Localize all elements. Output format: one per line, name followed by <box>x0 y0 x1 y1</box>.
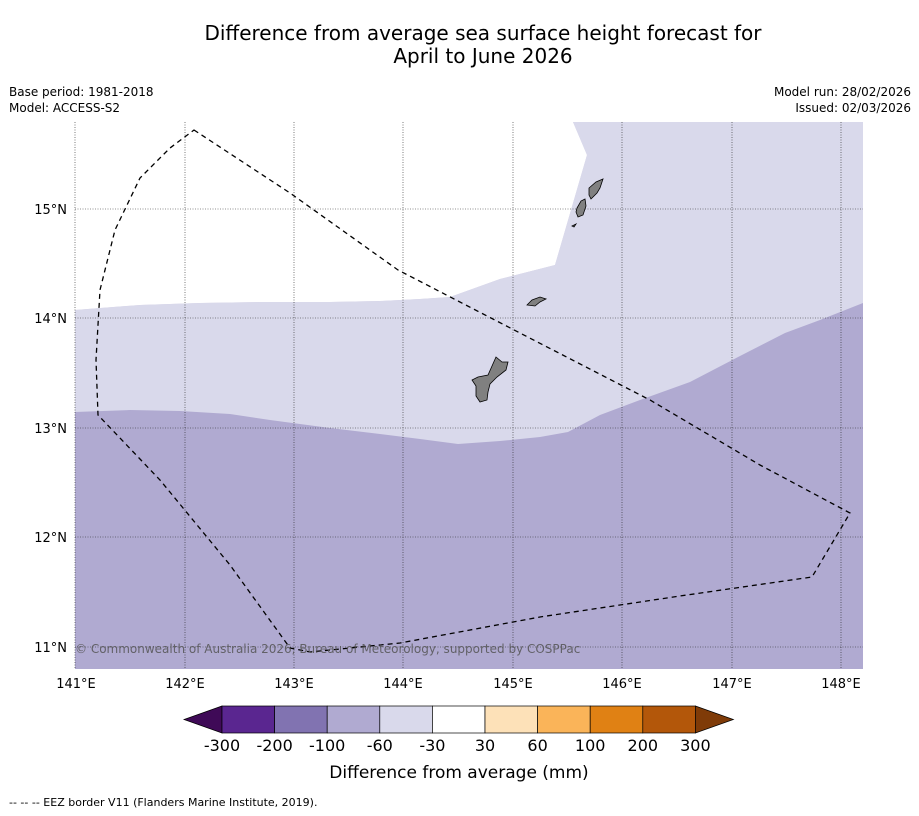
model-run: Model run: 28/02/2026 <box>773 85 911 99</box>
land-masses <box>471 178 604 403</box>
colorbar-cell <box>589 705 644 734</box>
colorbar-tick-label: -300 <box>204 736 240 755</box>
x-tick-label: 143°E <box>274 677 314 692</box>
x-tick-label: 148°E <box>821 677 861 692</box>
y-tick-label: 12°N <box>34 531 67 546</box>
colorbar-cell <box>484 705 538 734</box>
copyright-notice: © Commonwealth of Australia 2026, Bureau… <box>75 642 580 656</box>
issued-date: Issued: 02/03/2026 <box>795 101 911 115</box>
eez-legend-note: -- -- -- EEZ border V11 (Flanders Marine… <box>9 796 318 809</box>
colorbar-label: Difference from average (mm) <box>329 763 588 783</box>
saipan-island <box>588 178 604 200</box>
colorbar: -300 -200 -100 -60 -30 30 60 100 200 300 Differen… <box>182 705 735 783</box>
colorbar-extend-max <box>695 705 735 734</box>
y-tick-label: 15°N <box>34 203 67 218</box>
colorbar-extend-min <box>182 705 223 734</box>
colorbar-cell <box>326 705 381 734</box>
meta-right: Model run: 28/02/2026 Issued: 02/03/2026 <box>774 84 911 116</box>
tinian-island <box>575 198 587 218</box>
aguijan-island <box>571 222 578 228</box>
colorbar-cells <box>182 705 735 734</box>
colorbar-tick-label: 200 <box>628 736 659 755</box>
colorbar-cell <box>274 705 328 734</box>
colorbar-tick-label: -200 <box>256 736 292 755</box>
base-period: Base period: 1981-2018 <box>9 85 154 99</box>
model-name: Model: ACCESS-S2 <box>9 101 121 115</box>
field-minus-30-to-30 <box>75 122 587 310</box>
x-tick-label: 142°E <box>165 677 205 692</box>
colorbar-tick-label: 300 <box>680 736 711 755</box>
x-tick-label: 144°E <box>383 677 423 692</box>
colorbar-tick-label: -60 <box>367 736 393 755</box>
eez-border <box>95 129 851 653</box>
colorbar-tick-label: 60 <box>527 736 547 755</box>
colorbar-tick-label: -100 <box>309 736 345 755</box>
x-tick-label: 141°E <box>56 677 96 692</box>
colorbar-cell <box>379 705 433 734</box>
field-minus-60-to-30 <box>75 122 863 444</box>
x-axis-labels: 141°E 142°E 143°E 144°E 145°E 146°E 147°… <box>56 677 861 692</box>
y-axis-labels: 15°N 14°N 13°N 12°N 11°N <box>34 203 67 656</box>
x-tick-label: 145°E <box>493 677 533 692</box>
colorbar-cell <box>537 705 591 734</box>
colorbar-tick-label: 100 <box>575 736 606 755</box>
x-tick-label: 147°E <box>712 677 752 692</box>
colorbar-cell <box>642 705 696 734</box>
colorbar-cell <box>221 705 275 734</box>
title-line-2: April to June 2026 <box>393 44 573 68</box>
graticule <box>74 122 863 669</box>
meta-left: Base period: 1981-2018 Model: ACCESS-S2 <box>9 84 154 116</box>
map-title: Difference from average sea surface heig… <box>0 22 919 68</box>
rota-island <box>526 296 548 307</box>
y-tick-label: 13°N <box>34 422 67 437</box>
map-panel: © Commonwealth of Australia 2026, Bureau… <box>74 122 863 669</box>
y-tick-label: 14°N <box>34 312 67 327</box>
colorbar-tick-labels: -300 -200 -100 -60 -30 30 60 100 200 300 <box>204 736 711 755</box>
colorbar-tick-label: -30 <box>419 736 445 755</box>
guam-island <box>471 356 509 403</box>
x-tick-label: 146°E <box>602 677 642 692</box>
colorbar-tick-label: 30 <box>475 736 495 755</box>
title-line-1: Difference from average sea surface heig… <box>204 21 762 45</box>
colorbar-cell <box>432 705 486 734</box>
y-tick-label: 11°N <box>34 641 67 656</box>
